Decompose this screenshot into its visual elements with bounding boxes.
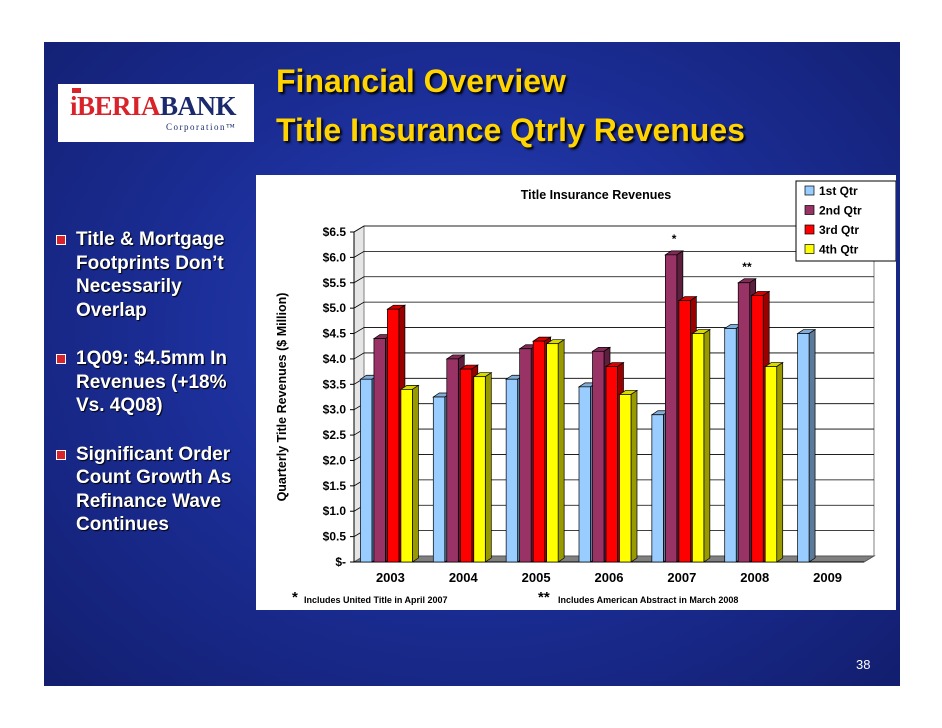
footnote-text: Includes American Abstract in March 2008 (558, 595, 738, 605)
bar (619, 394, 632, 563)
y-tick-label: $2.5 (323, 428, 347, 442)
bar (724, 328, 737, 563)
x-tick-label: 2008 (740, 570, 769, 585)
bullet-list: Title & Mortgage Footprints Don’t Necess… (56, 228, 256, 562)
y-tick-label: $5.5 (323, 276, 347, 290)
footnote-mark: * (292, 589, 298, 606)
gridline (353, 327, 874, 334)
bar-side-face (412, 384, 419, 563)
legend-swatch (804, 224, 815, 235)
y-tick-label: $1.0 (323, 504, 347, 518)
bar (692, 333, 705, 563)
bar (578, 386, 591, 563)
bar-side-face (808, 328, 816, 563)
bar (797, 333, 810, 563)
bar (459, 368, 473, 563)
slide-title: Financial Overview (276, 63, 566, 99)
bar (532, 340, 545, 563)
bar (505, 378, 518, 563)
y-tick-label: $1.5 (323, 479, 347, 493)
bullet-item: Title & Mortgage Footprints Don’t Necess… (56, 228, 256, 322)
y-tick-label: $6.5 (323, 225, 347, 239)
y-tick-label: $3.0 (323, 403, 347, 417)
bar (737, 282, 751, 563)
bar (678, 300, 691, 563)
y-tick-label: $4.5 (323, 327, 347, 341)
y-tick-label: $0.5 (323, 530, 347, 544)
bar (360, 378, 373, 563)
bullet-text: Significant Order Count Growth As Refina… (76, 443, 232, 536)
gridline (353, 250, 874, 258)
y-tick-label: $3.5 (323, 377, 347, 391)
y-axis-label: Quarterly Title Revenues ($ Million) (275, 293, 289, 502)
bullet-item: 1Q09: $4.5mm In Revenues (+18% Vs. 4Q08) (56, 347, 256, 418)
bar (432, 396, 446, 563)
footnote-mark: ** (538, 589, 550, 606)
legend-label: 4th Qtr (819, 243, 859, 257)
bar (546, 343, 559, 563)
bar (751, 295, 764, 563)
bar (446, 358, 459, 563)
bullet-marker (56, 354, 66, 364)
logo-subtitle: Corporation™ (166, 122, 237, 132)
bar-annotation: ** (742, 260, 752, 274)
page-number: 38 (856, 657, 871, 672)
x-tick-label: 2004 (449, 570, 479, 585)
legend-label: 2nd Qtr (819, 204, 862, 218)
y-tick-label: $6.0 (323, 250, 347, 264)
bar (473, 376, 486, 563)
bar (387, 308, 400, 563)
legend-label: 1st Qtr (819, 184, 858, 198)
logo-text-bank: BANK (160, 91, 237, 121)
bullet-item: Significant Order Count Growth As Refina… (56, 443, 256, 537)
bar (605, 366, 618, 563)
bar (651, 414, 664, 563)
x-tick-label: 2005 (522, 570, 551, 585)
bar-side-face (630, 389, 638, 563)
bar-annotation: * (672, 232, 677, 246)
bar (764, 366, 778, 563)
legend-label: 3rd Qtr (819, 223, 859, 237)
y-tick-label: $4.0 (323, 352, 347, 366)
bar (665, 254, 678, 563)
bar-side-face (557, 339, 565, 563)
legend-swatch (804, 205, 815, 215)
bar (592, 350, 605, 563)
bar-side-face (484, 372, 492, 563)
gridline (353, 301, 874, 309)
legend-swatch (804, 244, 815, 254)
company-logo: iBERIABANK Corporation™ (58, 84, 254, 142)
y-tick-label: $- (335, 555, 346, 569)
gridline (353, 276, 874, 284)
bar-side-face (776, 361, 784, 563)
x-tick-label: 2009 (813, 570, 842, 585)
bar (519, 348, 532, 563)
legend-swatch (804, 185, 815, 196)
footnote-text: Includes United Title in April 2007 (304, 595, 448, 605)
chart-svg: $- $0.5 $1.0 $1.5 $2.0 $2.5 $3.0 $3.5 $4.0 $4.5 $5… (275, 180, 896, 606)
y-tick-label: $2.0 (323, 453, 347, 467)
logo-text-iberia: iBERIA (70, 91, 161, 121)
bar (400, 389, 413, 563)
chart-title: Title Insurance Revenues (521, 188, 672, 202)
bar (373, 338, 386, 563)
bullet-text: 1Q09: $4.5mm In Revenues (+18% Vs. 4Q08) (76, 348, 228, 416)
y-tick-label: $5.0 (323, 301, 347, 315)
x-tick-label: 2006 (595, 570, 624, 585)
slide-subtitle: Title Insurance Qtrly Revenues (276, 112, 745, 148)
logo-accent (72, 88, 81, 93)
bar-side-face (703, 328, 711, 563)
bullet-marker (56, 449, 66, 460)
x-tick-label: 2003 (376, 570, 405, 585)
bullet-marker (56, 235, 66, 245)
bullet-text: Title & Mortgage Footprints Don’t Necess… (76, 229, 225, 321)
gridline (353, 225, 874, 233)
x-tick-label: 2007 (667, 570, 696, 585)
